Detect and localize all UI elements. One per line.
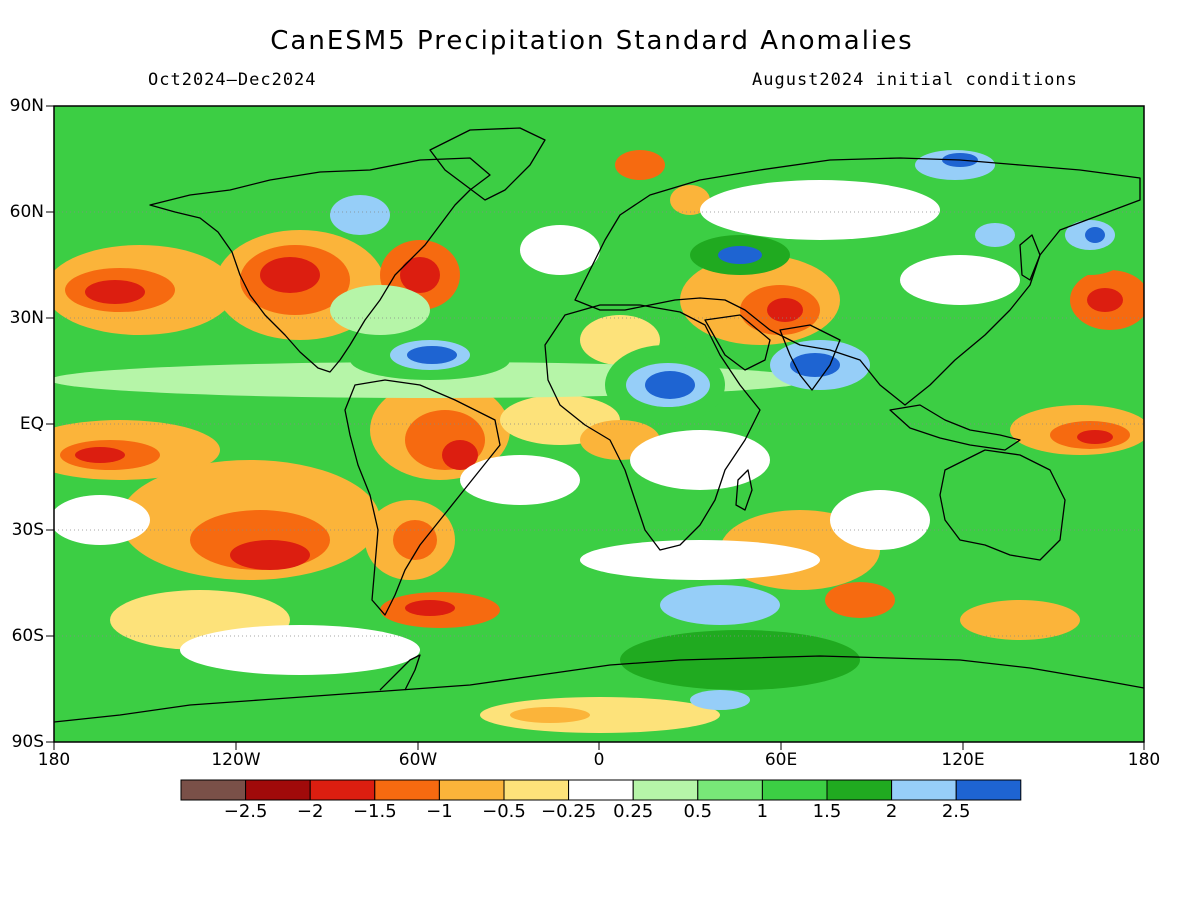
colorbar-tick-label: 2.5 <box>941 801 971 822</box>
anomaly-patch <box>690 690 750 710</box>
colorbar-tick-label: 0.5 <box>683 801 713 822</box>
anomaly-patch <box>718 246 762 264</box>
anomaly-patch <box>75 447 125 463</box>
anomaly-patch <box>830 490 930 550</box>
anomaly-patch <box>615 150 665 180</box>
anomaly-patch <box>790 353 840 377</box>
anomaly-patch <box>85 280 145 304</box>
anomaly-patch <box>330 285 430 335</box>
lat-label-90s: 90S <box>11 732 44 752</box>
colorbar-swatch <box>309 779 376 801</box>
colorbar <box>180 779 1022 801</box>
continent-outlines <box>54 127 1144 723</box>
colorbar-tick-label: 1.5 <box>812 801 842 822</box>
anomaly-patch <box>1087 288 1123 312</box>
anomaly-patch <box>1085 227 1105 243</box>
lon-label-60w: 60W <box>398 750 438 770</box>
lat-label-30s: 30S <box>11 520 44 540</box>
precipitation-anomaly-map <box>46 105 1145 750</box>
colorbar-tick-label: 2 <box>885 801 898 822</box>
colorbar-swatch <box>245 779 311 801</box>
colorbar-tick-label: −0.5 <box>482 801 526 822</box>
colorbar-tick-label: −1.5 <box>352 801 397 822</box>
lon-label-120w: 120W <box>211 750 261 770</box>
colorbar-tick-label: 0.25 <box>613 801 654 822</box>
colorbar-swatch <box>826 779 893 801</box>
anomaly-patch <box>645 371 695 399</box>
anomaly-patch <box>520 225 600 275</box>
anomaly-patch <box>405 600 455 616</box>
axis-ticks <box>46 105 1145 750</box>
colorbar-swatch <box>891 779 957 801</box>
colorbar-swatch <box>438 779 505 801</box>
colorbar-swatch <box>180 779 247 801</box>
anomaly-fields <box>54 150 1144 733</box>
anomaly-patch <box>1077 430 1113 444</box>
anomaly-patch <box>510 707 590 723</box>
colorbar-swatch <box>568 779 634 801</box>
anomaly-patch <box>825 582 895 618</box>
anomaly-patch <box>660 585 780 625</box>
lon-label-180e: 180 <box>1127 750 1161 770</box>
colorbar-tick-label: −2 <box>296 801 324 822</box>
colorbar-tick-label: −0.25 <box>541 801 597 822</box>
anomaly-patch <box>960 600 1080 640</box>
colorbar-swatch <box>632 779 699 801</box>
anomaly-patch <box>54 495 150 545</box>
map-title: CanESM5 Precipitation Standard Anomalies <box>270 26 914 56</box>
anomaly-patch <box>407 346 457 364</box>
lon-label-0: 0 <box>593 750 605 770</box>
anomaly-patch <box>767 298 803 322</box>
anomaly-patch <box>230 540 310 570</box>
lon-label-60e: 60E <box>764 750 798 770</box>
colorbar-tick-label: −1 <box>426 801 453 822</box>
anomaly-patch <box>975 223 1015 247</box>
lat-label-30n: 30N <box>9 308 44 328</box>
lon-label-180w: 180 <box>37 750 71 770</box>
anomaly-patch <box>670 185 710 215</box>
anomaly-patch <box>330 195 390 235</box>
anomaly-patch <box>700 180 940 240</box>
anomaly-patch <box>580 540 820 580</box>
anomaly-patch <box>442 440 478 470</box>
anomaly-patch <box>900 255 1020 305</box>
lat-label-90n: 90N <box>9 96 44 116</box>
anomaly-patch <box>480 697 720 733</box>
colorbar-swatch <box>955 779 1022 801</box>
lon-label-120e: 120E <box>941 750 985 770</box>
lat-label-60s: 60S <box>11 626 44 646</box>
anomaly-patch <box>180 625 420 675</box>
colorbar-swatch <box>697 779 763 801</box>
lat-label-eq: EQ <box>19 414 44 434</box>
anomaly-patch <box>620 630 860 690</box>
colorbar-swatch <box>374 779 440 801</box>
colorbar-swatch <box>503 779 570 801</box>
initial-conditions: August2024 initial conditions <box>752 70 1078 90</box>
anomaly-patch <box>630 430 770 490</box>
colorbar-swatch <box>761 779 828 801</box>
lat-label-60n: 60N <box>9 202 44 222</box>
colorbar-tick-label: −2.5 <box>223 801 268 822</box>
forecast-period: Oct2024–Dec2024 <box>148 70 317 90</box>
colorbar-tick-label: 1 <box>756 801 769 822</box>
gridlines <box>54 211 1144 637</box>
anomaly-patch <box>460 455 580 505</box>
anomaly-patch <box>400 257 440 293</box>
anomaly-patch <box>260 257 320 293</box>
